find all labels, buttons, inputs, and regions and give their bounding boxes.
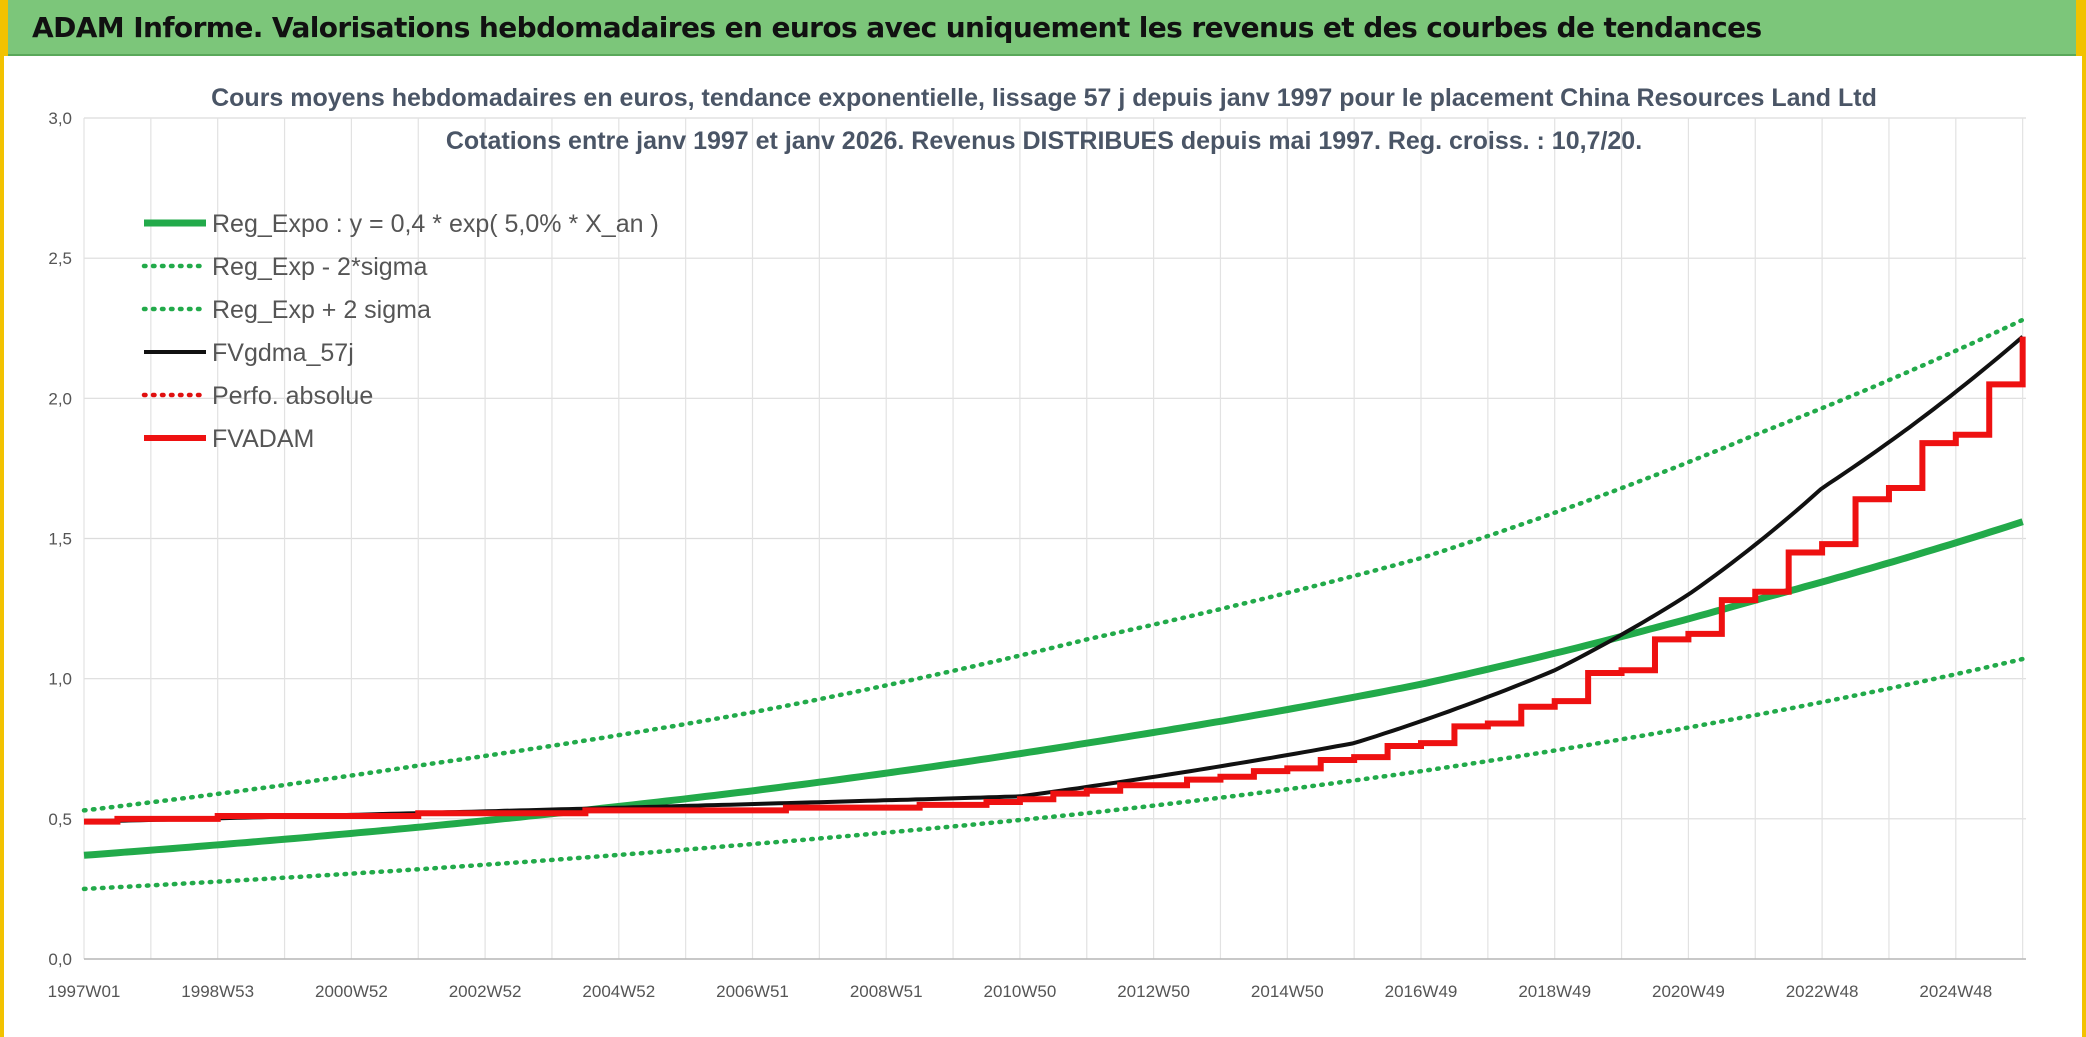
x-tick-label: 2016W49 [1385, 982, 1458, 1001]
series-line-5 [84, 336, 2026, 825]
y-tick-label: 1,0 [48, 670, 72, 689]
chart-legend: Reg_Expo : y = 0,4 * exp( 5,0% * X_an ) R… [141, 210, 659, 453]
x-tick-label: 2008W51 [850, 982, 923, 1001]
legend-label: Reg_Exp - 2*sigma [212, 253, 427, 281]
legend-label: FVgdma_57j [212, 339, 354, 367]
x-tick-label: 2004W52 [582, 982, 655, 1001]
legend-label: FVADAM [212, 425, 314, 453]
x-tick-label: 2014W50 [1251, 982, 1324, 1001]
axes-layer: 0,0 0,5 1,0 1,5 2,0 2,5 3,0 1997W01 1998W53 2000W… [48, 109, 2026, 1001]
chart-panel: 0,0 0,5 1,0 1,5 2,0 2,5 3,0 1997W01 1998W53 2000W… [0, 56, 2086, 1037]
series-line-2 [81, 317, 2025, 813]
legend-label: Reg_Expo : y = 0,4 * exp( 5,0% * X_an ) [212, 210, 659, 238]
x-tick-label: 2020W49 [1652, 982, 1725, 1001]
series-line-0 [83, 518, 2024, 859]
y-tick-label: 1,5 [48, 530, 72, 549]
report-banner: ADAM Informe. Valorisations hebdomadaire… [8, 0, 2076, 56]
x-tick-label: 2022W48 [1786, 982, 1859, 1001]
chart-title-line1: Cours moyens hebdomadaires en euros, ten… [211, 84, 1877, 112]
x-tick-label: 2010W50 [984, 982, 1057, 1001]
x-tick-label: 1997W01 [48, 982, 121, 1001]
x-tick-label: 2000W52 [315, 982, 388, 1001]
banner-title: ADAM Informe. Valorisations hebdomadaire… [32, 10, 1762, 44]
y-tick-label: 2,5 [48, 249, 72, 268]
y-tick-label: 0,0 [48, 950, 72, 969]
x-tick-label: 2006W51 [716, 982, 789, 1001]
y-tick-label: 3,0 [48, 109, 72, 128]
y-tick-label: 2,0 [48, 389, 72, 408]
x-tick-label: 2002W52 [449, 982, 522, 1001]
chart-title-line2: Cotations entre janv 1997 et janv 2026. … [446, 127, 1642, 155]
x-tick-label: 2024W48 [1919, 982, 1992, 1001]
legend-label: Reg_Exp + 2 sigma [212, 296, 431, 324]
legend-label: Perfo. absolue [212, 382, 373, 410]
chart-svg: 0,0 0,5 1,0 1,5 2,0 2,5 3,0 1997W01 1998W53 2000W… [48, 84, 2026, 1001]
x-tick-label: 2012W50 [1117, 982, 1190, 1001]
x-tick-label: 2018W49 [1518, 982, 1591, 1001]
series-layer [81, 317, 2026, 892]
y-tick-label: 0,5 [48, 810, 72, 829]
series-line-1 [81, 656, 2025, 892]
x-tick-label: 1998W53 [181, 982, 254, 1001]
